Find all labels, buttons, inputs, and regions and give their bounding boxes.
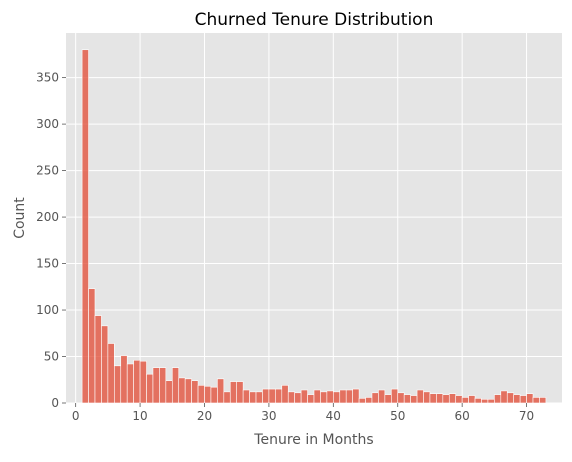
histogram-bar: [352, 388, 360, 404]
histogram-bar: [107, 343, 115, 404]
x-tick-label: 50: [390, 409, 405, 423]
histogram-bar: [519, 395, 527, 404]
histogram-bar: [436, 393, 444, 404]
histogram-bar: [191, 380, 199, 404]
histogram-bar: [371, 392, 379, 404]
histogram-bar: [429, 393, 437, 404]
x-tick-label: 0: [72, 409, 80, 423]
histogram-bar: [313, 389, 321, 404]
histogram-bar: [184, 378, 192, 404]
x-tick-label: 20: [197, 409, 212, 423]
histogram-bar: [300, 389, 308, 404]
histogram-bar: [88, 288, 96, 404]
x-tick-label: 60: [455, 409, 470, 423]
histogram-bar: [223, 391, 231, 404]
histogram-bar: [345, 389, 353, 404]
y-tick-label: 350: [36, 71, 59, 85]
histogram-bar: [397, 392, 405, 404]
histogram-bar: [114, 365, 122, 404]
histogram-bar: [159, 367, 167, 404]
histogram-bar: [275, 388, 283, 404]
histogram-bar: [81, 49, 89, 404]
histogram-bar: [468, 395, 476, 404]
histogram-bar: [126, 363, 134, 404]
histogram-bar: [526, 393, 534, 404]
histogram-bar: [146, 373, 154, 404]
histogram-bar: [294, 392, 302, 404]
histogram-bar: [474, 398, 482, 404]
histogram-bar: [210, 386, 218, 404]
x-tick-label: 70: [519, 409, 534, 423]
y-tick-label: 100: [36, 303, 59, 317]
histogram-bar: [410, 395, 418, 404]
histogram-bar: [217, 378, 225, 404]
histogram-bar: [178, 377, 186, 404]
histogram-bar: [487, 398, 495, 404]
histogram-bar: [416, 389, 424, 404]
y-tick-label: 250: [36, 164, 59, 178]
histogram-bar: [236, 381, 244, 404]
histogram-bar: [500, 390, 508, 404]
histogram-bar: [539, 397, 547, 404]
histogram-bar: [165, 380, 173, 404]
histogram-bar: [532, 397, 540, 404]
bars: [81, 49, 547, 404]
y-tick-label: 0: [51, 396, 59, 410]
histogram-bar: [481, 398, 489, 404]
plot-area: [66, 33, 562, 403]
histogram-bar: [229, 381, 238, 404]
histogram-bar: [384, 394, 392, 404]
x-tick-label: 10: [132, 409, 147, 423]
histogram-bar: [461, 397, 469, 404]
histogram-bar: [365, 397, 373, 404]
histogram-bar: [171, 367, 180, 404]
y-tick-label: 200: [36, 210, 59, 224]
histogram-bar: [120, 355, 128, 404]
x-axis-ticks: 0 10 20 30 40 50 60 70: [72, 403, 534, 423]
histogram-bar: [307, 394, 315, 404]
histogram-bar: [378, 389, 386, 404]
y-tick-label: 150: [36, 257, 59, 271]
histogram-bar: [287, 391, 295, 404]
histogram-bar: [249, 391, 257, 404]
histogram-bar: [133, 359, 141, 404]
histogram-bar: [333, 391, 341, 404]
histogram-bar: [94, 315, 102, 404]
histogram-bar: [139, 360, 147, 404]
histogram-bar: [442, 394, 450, 404]
histogram-bar: [197, 385, 205, 404]
histogram-bar: [262, 388, 270, 404]
histogram-bar: [255, 391, 263, 404]
histogram-bar: [506, 392, 514, 404]
histogram-bar: [101, 325, 109, 404]
chart-title: Churned Tenure Distribution: [195, 10, 434, 30]
histogram-bar: [339, 389, 347, 404]
histogram-bar: [494, 394, 502, 404]
y-tick-label: 50: [44, 350, 59, 364]
histogram-bar: [390, 388, 399, 404]
histogram-bar: [204, 385, 212, 404]
histogram-bar: [268, 388, 276, 404]
histogram-bar: [403, 394, 411, 404]
histogram-bar: [448, 393, 457, 404]
histogram-bar: [281, 385, 289, 404]
histogram-bar: [513, 394, 521, 404]
y-axis-ticks: 0 50 100 150 200 250 300 350: [36, 71, 66, 410]
histogram-bar: [326, 390, 334, 404]
histogram-bar: [152, 367, 160, 404]
histogram-bar: [455, 395, 463, 404]
x-tick-label: 30: [261, 409, 276, 423]
y-axis-label: Count: [12, 197, 28, 239]
histogram-bar: [242, 389, 250, 404]
x-axis-label: Tenure in Months: [253, 432, 373, 448]
y-tick-label: 300: [36, 117, 59, 131]
histogram-bar: [320, 391, 328, 404]
x-tick-label: 40: [326, 409, 341, 423]
histogram-bar: [358, 398, 366, 404]
histogram-bar: [423, 391, 431, 404]
